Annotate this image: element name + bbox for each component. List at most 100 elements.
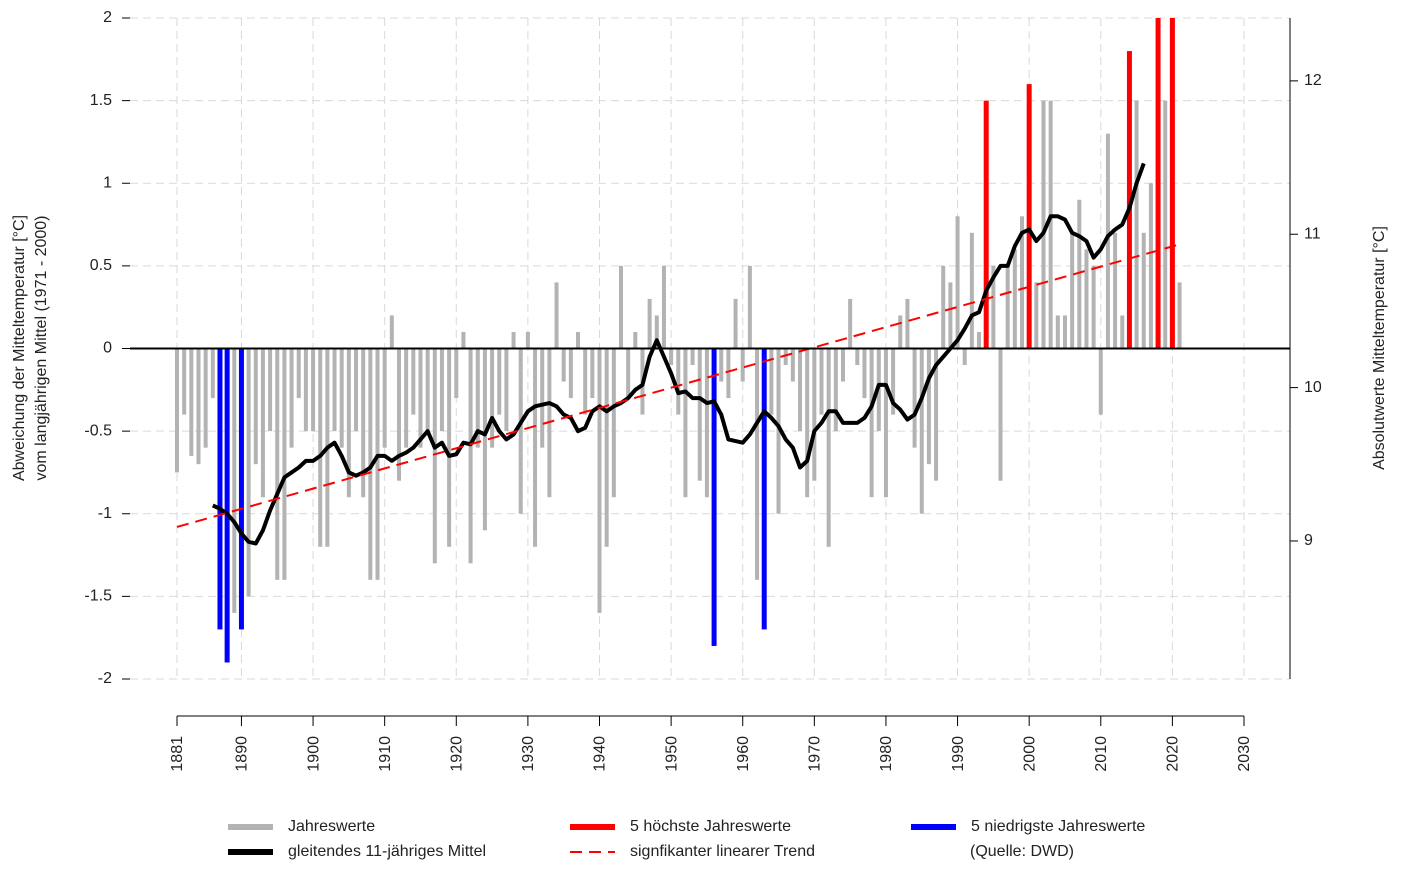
y2-tick-label: 11 <box>1304 225 1321 242</box>
bar <box>332 348 337 432</box>
bar <box>719 348 724 382</box>
plot-area <box>175 18 1182 663</box>
bar <box>217 348 223 630</box>
bar <box>1120 315 1125 349</box>
bar <box>998 348 1003 481</box>
bar <box>504 348 509 432</box>
bar <box>618 265 623 349</box>
bar <box>1048 100 1053 349</box>
x-tick-label: 1950 <box>663 736 680 772</box>
bar <box>482 348 487 531</box>
bar <box>604 348 609 547</box>
y-tick-label: -1.5 <box>84 588 112 605</box>
bar <box>182 348 187 415</box>
bar <box>676 348 681 415</box>
bar <box>210 348 215 399</box>
y-tick-label: -1 <box>98 505 112 522</box>
bar <box>418 348 423 448</box>
bar <box>375 348 380 580</box>
bar <box>647 298 652 349</box>
x-tick-label: 1900 <box>305 736 322 772</box>
bar <box>268 348 273 432</box>
bar <box>1126 51 1132 349</box>
bar <box>189 348 194 456</box>
x-tick-label: 1881 <box>169 736 186 772</box>
x-tick-label: 1970 <box>807 736 824 772</box>
bar <box>626 348 631 399</box>
bar <box>755 348 760 580</box>
bar <box>554 282 559 349</box>
bar <box>1098 348 1103 415</box>
bar <box>475 348 480 448</box>
legend-label: gleitendes 11-jähriges Mittel <box>288 843 486 860</box>
bar <box>991 265 996 349</box>
bar <box>783 348 788 366</box>
y2-tick-label: 10 <box>1304 379 1322 396</box>
bar <box>962 348 967 366</box>
x-tick-label: 2030 <box>1236 736 1253 772</box>
bar <box>805 348 810 498</box>
bar <box>733 298 738 349</box>
bar <box>740 348 745 382</box>
y2-tick-label: 12 <box>1304 72 1322 89</box>
line <box>211 162 1146 546</box>
bar <box>941 265 946 349</box>
bar <box>948 282 953 349</box>
bar <box>232 348 237 613</box>
bar <box>926 348 931 465</box>
bar <box>175 348 179 473</box>
bar <box>224 348 230 663</box>
bar <box>969 232 974 349</box>
bar <box>934 348 939 481</box>
legend-label: Jahreswerte <box>288 818 375 835</box>
bar <box>1163 100 1168 349</box>
bar <box>912 348 917 448</box>
bar <box>346 348 351 498</box>
x-tick-label: 1940 <box>592 736 609 772</box>
y2-axis-title: Absolutwerte Mitteltemperatur [°C] <box>1371 226 1388 470</box>
bar <box>439 348 444 432</box>
bar <box>1105 133 1110 349</box>
bar <box>819 348 824 415</box>
bar <box>690 348 695 366</box>
y2-tick-label: 9 <box>1304 532 1313 549</box>
bar <box>1113 232 1118 349</box>
bar <box>590 348 595 399</box>
bar <box>525 331 530 349</box>
bar <box>1005 265 1010 349</box>
bar <box>196 348 201 465</box>
bar <box>1026 84 1032 349</box>
bar <box>1084 249 1089 349</box>
bar <box>1177 282 1182 349</box>
bar <box>303 348 308 432</box>
y-axis-title: Abweichung der Mitteltemperatur [°C] <box>11 215 28 481</box>
bar <box>425 348 430 432</box>
bar <box>1141 232 1146 349</box>
bar <box>260 348 265 498</box>
x-tick-label: 2020 <box>1165 736 1182 772</box>
bar <box>955 216 960 349</box>
bar <box>561 348 566 382</box>
bar <box>919 348 924 514</box>
bar <box>1034 282 1039 349</box>
bar <box>411 348 416 415</box>
bar <box>654 315 659 349</box>
bar <box>704 348 709 498</box>
bar <box>633 331 638 349</box>
bar <box>511 331 516 349</box>
bar <box>354 348 359 432</box>
bar <box>1077 199 1082 349</box>
x-tick-label: 1980 <box>878 736 895 772</box>
bar <box>869 348 874 498</box>
y-tick-label: 2 <box>103 9 112 26</box>
bar <box>798 348 803 432</box>
y-tick-label: 0 <box>103 340 112 357</box>
legend-label: 5 höchste Jahreswerte <box>630 818 791 835</box>
y-tick-label: -2 <box>98 670 112 687</box>
bar <box>597 348 602 613</box>
x-tick-label: 1990 <box>950 736 967 772</box>
bar <box>568 348 573 399</box>
bar <box>404 348 409 448</box>
bar <box>533 348 538 547</box>
bar <box>1169 18 1175 349</box>
